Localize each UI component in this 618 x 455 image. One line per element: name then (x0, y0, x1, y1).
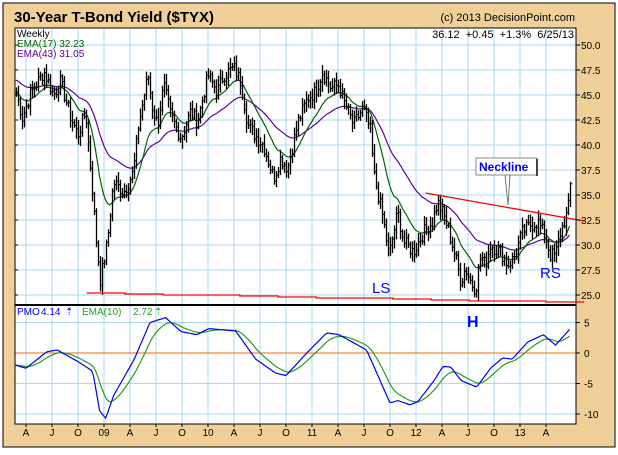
neckline-trendline (425, 192, 585, 222)
right-shoulder-label: RS (540, 265, 561, 282)
neckline-callout: Neckline (475, 157, 538, 206)
quote-readout: 36.12 +0.45 +1.3% 6/25/13 (432, 29, 574, 41)
pmo-ema-legend-label: EMA(10) (82, 307, 121, 318)
x-tick-label: O (490, 428, 498, 439)
x-tick-label: 09 (98, 428, 110, 439)
price-y-tick-label: 50.0 (581, 41, 601, 52)
price-y-tick-label: 45.0 (581, 91, 601, 102)
price-y-tick-label: 25.0 (581, 291, 601, 302)
pmo-legend-label: PMO (17, 307, 40, 318)
x-tick-label: A (23, 428, 30, 439)
pmo-up-arrow-icon: ⇡ (65, 307, 73, 318)
x-tick-label: O (282, 428, 290, 439)
x-tick-label: J (258, 428, 263, 439)
pmo-line (15, 317, 571, 420)
x-tick-label: 10 (202, 428, 214, 439)
price-y-tick-label: 35.0 (581, 191, 601, 202)
x-tick-label: A (231, 428, 238, 439)
ema43-legend: EMA(43) 31.05 (17, 49, 85, 60)
ema43-line (15, 79, 571, 251)
price-y-tick-label: 30.0 (581, 241, 601, 252)
pmo-y-tick-label: -5 (584, 380, 593, 391)
x-tick-label: J (362, 428, 367, 439)
period-label: Weekly (17, 29, 50, 40)
pmo-y-tick-label: -10 (584, 410, 599, 421)
x-tick-label: A (335, 428, 342, 439)
chart-title: 30-Year T-Bond Yield ($TYX) (14, 9, 214, 26)
price-y-tick-label: 40.0 (581, 141, 601, 152)
price-y-tick-label: 32.5 (581, 216, 601, 227)
price-y-tick-label: 37.5 (581, 166, 601, 177)
x-tick-label: A (127, 428, 134, 439)
x-tick-label: J (50, 428, 55, 439)
support-line (86, 292, 585, 303)
pmo-legend-value: 4.14 (41, 307, 61, 318)
price-y-tick-label: 27.5 (581, 266, 601, 277)
price-bars (15, 55, 573, 301)
x-tick-label: 12 (410, 428, 422, 439)
neckline-label: Neckline (479, 160, 529, 174)
x-tick-label: O (386, 428, 394, 439)
ema17-legend: EMA(17) 32.23 (17, 39, 85, 50)
x-tick-label: O (74, 428, 82, 439)
x-tick-label: J (154, 428, 159, 439)
axes: A J O 09 A J O 10 A J O 11 A J O 12 A J O 13 A 25.0 27.5 30.0 32… (15, 41, 601, 439)
x-tick-label: A (543, 428, 550, 439)
pmo-y-tick-label: 0 (584, 349, 590, 360)
left-shoulder-label: LS (372, 280, 390, 297)
pmo-lines (15, 317, 571, 420)
x-tick-label: A (439, 428, 446, 439)
pmo-y-tick-label: 5 (584, 319, 590, 330)
x-tick-label: 13 (514, 428, 526, 439)
price-bar (569, 181, 573, 207)
pmo-ema-up-arrow-icon: ⇡ (154, 307, 162, 318)
price-y-tick-label: 42.5 (581, 116, 601, 127)
head-label: H (467, 314, 479, 331)
x-tick-label: J (466, 428, 471, 439)
price-y-tick-label: 47.5 (581, 66, 601, 77)
x-tick-label: 11 (307, 428, 318, 439)
pmo-ema-legend-value: 2.72 (133, 307, 153, 318)
pmo-legend: PMO 4.14 ⇡ EMA(10) 2.72 ⇡ (17, 307, 162, 318)
x-tick-label: O (178, 428, 186, 439)
copyright: (c) 2013 DecisionPoint.com (440, 12, 575, 24)
trendlines (86, 192, 585, 303)
pmo-ema-line (15, 322, 570, 403)
